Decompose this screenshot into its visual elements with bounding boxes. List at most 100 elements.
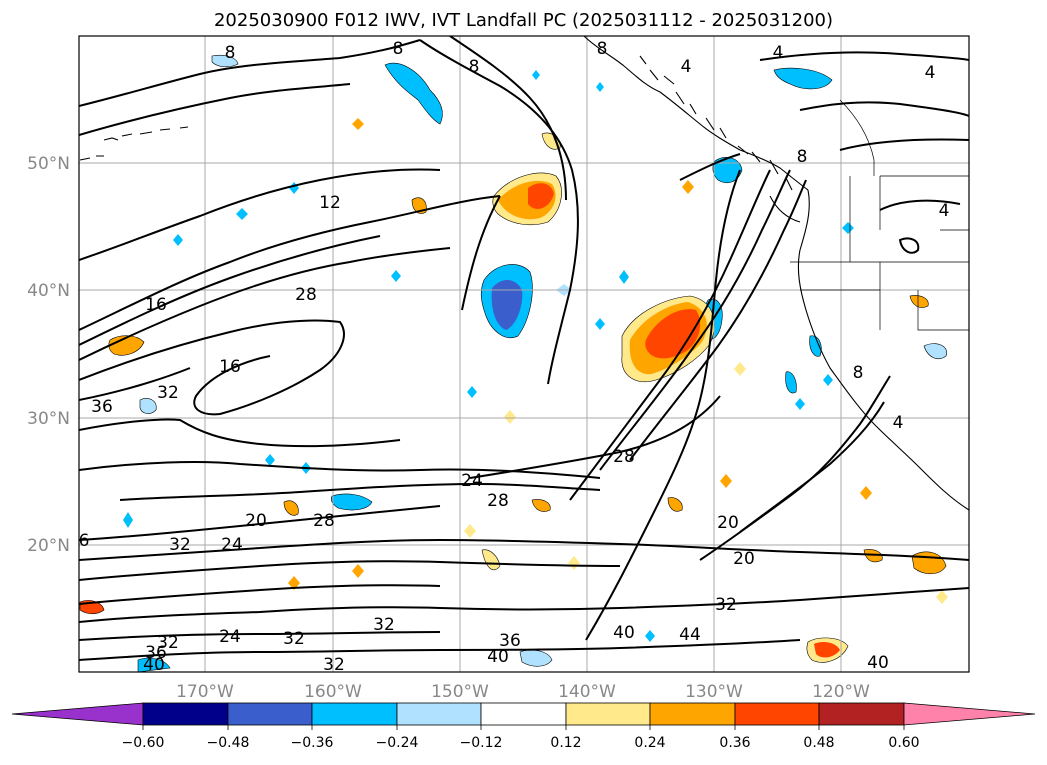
colorbar-tick-label: −0.12 — [460, 735, 503, 751]
neg-anomaly-fill — [795, 398, 805, 410]
contour-label: 32 — [157, 383, 179, 403]
lon-label-170w: 170°W — [176, 682, 234, 702]
plot-area: 8 8 8 4 4 4 8 8 4 12 28 16 16 32 36 24 2… — [79, 36, 969, 675]
map-title: 2025030900 F012 IWV, IVT Landfall PC (20… — [213, 10, 834, 31]
pos-anomaly-fill — [352, 564, 364, 578]
neg-anomaly-fill — [211, 54, 239, 68]
contour-label: 4 — [925, 63, 936, 83]
contour-label: 16 — [145, 295, 167, 315]
neg-anomaly-fill — [645, 630, 655, 642]
lon-label-140w: 140°W — [558, 682, 616, 702]
contour-label: 36 — [145, 643, 167, 663]
colorbar-tick-label: −0.24 — [376, 735, 419, 751]
neg-anomaly-fill — [809, 335, 822, 357]
colorbar-tick-label: 0.60 — [888, 735, 919, 751]
contour-label: 20 — [245, 511, 267, 531]
contour-label: 28 — [487, 491, 509, 511]
neg-anomaly-fill — [595, 318, 605, 330]
contour-label: 40 — [867, 653, 889, 673]
colorbar-tick-label: 0.24 — [634, 735, 665, 751]
neg-anomaly-fill — [330, 493, 373, 511]
plot-frame — [78, 35, 970, 673]
pos-anomaly-fill — [528, 183, 554, 209]
neg-anomaly-fill — [139, 398, 157, 414]
contour-label: 12 — [319, 193, 341, 213]
contour-label: 40 — [613, 623, 635, 643]
lon-label-120w: 120°W — [812, 682, 870, 702]
colorbar-segment — [734, 702, 820, 726]
contour-label: 32 — [323, 655, 345, 675]
contour-label: 44 — [679, 625, 701, 645]
pos-anomaly-fill — [682, 180, 694, 194]
colorbar-segment — [480, 702, 567, 726]
contour-label: 40 — [487, 647, 509, 667]
contour-label: 6 — [79, 531, 90, 551]
neg-anomaly-fill — [173, 234, 183, 246]
contour-label: 8 — [597, 39, 608, 59]
pos-anomaly-fill — [288, 576, 300, 590]
neg-anomaly-fill — [391, 270, 401, 282]
pos-anomaly-fill — [464, 524, 476, 538]
iwv-contours — [79, 36, 969, 661]
neg-anomaly-fill — [384, 63, 443, 125]
lat-label-30n: 30°N — [27, 409, 70, 429]
neg-anomaly-fill — [137, 657, 171, 672]
colorbar-segment — [565, 702, 651, 726]
pos-anomaly-fill — [352, 118, 364, 130]
colorbar-tick-label: 0.48 — [803, 735, 834, 751]
contour-label: 8 — [797, 147, 808, 167]
contour-label: 36 — [499, 631, 521, 651]
state-borders — [790, 99, 969, 331]
contour-label: 28 — [313, 511, 335, 531]
neg-anomaly-fill — [773, 67, 833, 90]
contour-label: 24 — [221, 535, 243, 555]
contour-label: 4 — [939, 201, 950, 221]
neg-anomaly-fill — [532, 70, 540, 80]
contour-label: 4 — [893, 413, 904, 433]
colorbar-segment — [311, 702, 398, 726]
contour-label: 32 — [169, 535, 191, 555]
contour-label: 8 — [225, 43, 236, 63]
neg-anomaly-fill — [785, 371, 797, 394]
pos-anomaly-fill — [283, 500, 299, 516]
pos-anomaly-fill — [734, 362, 746, 376]
contour-label: 16 — [219, 357, 241, 377]
neg-anomaly-fill — [619, 270, 629, 284]
neg-anomaly-fill — [491, 279, 523, 330]
pos-anomaly-fill — [720, 474, 732, 488]
lon-label-150w: 150°W — [431, 682, 489, 702]
contour-label: 8 — [853, 363, 864, 383]
contour-label: 20 — [717, 513, 739, 533]
contour-label: 8 — [393, 39, 404, 59]
colorbar-segment — [396, 702, 482, 726]
contour-label: 32 — [283, 629, 305, 649]
neg-anomaly-fill — [823, 374, 833, 386]
colorbar-tick-label: −0.48 — [207, 735, 250, 751]
pos-anomaly-fill — [860, 486, 872, 500]
neg-anomaly-fill — [596, 82, 604, 92]
colorbar-segment — [818, 702, 905, 726]
contour-label: 32 — [373, 615, 395, 635]
probability-fill-layer — [79, 54, 948, 672]
pos-anomaly-fill — [909, 295, 929, 308]
contour-label: 28 — [613, 447, 635, 467]
colorbar-segment — [142, 702, 229, 726]
lon-label-160w: 160°W — [304, 682, 362, 702]
neg-anomaly-fill — [236, 208, 248, 220]
contour-label: 24 — [219, 627, 241, 647]
colorbar-tick-label: −0.36 — [291, 735, 334, 751]
colorbar: −0.60 −0.48 −0.36 −0.24 −0.12 0.12 0.24 … — [11, 702, 1036, 751]
pos-anomaly-fill — [936, 590, 948, 604]
colorbar-tick-label: 0.36 — [719, 735, 750, 751]
contour-label: 4 — [681, 57, 692, 77]
lat-label-50n: 50°N — [27, 154, 70, 174]
neg-anomaly-fill — [123, 512, 133, 528]
colorbar-segment — [649, 702, 736, 726]
lat-label-40n: 40°N — [27, 281, 70, 301]
contour-label: 20 — [733, 549, 755, 569]
contour-label: 24 — [461, 471, 483, 491]
pos-anomaly-fill — [531, 499, 551, 512]
longitude-labels: 170°W 160°W 150°W 140°W 130°W 120°W — [176, 682, 870, 702]
pos-anomaly-fill — [814, 642, 840, 658]
